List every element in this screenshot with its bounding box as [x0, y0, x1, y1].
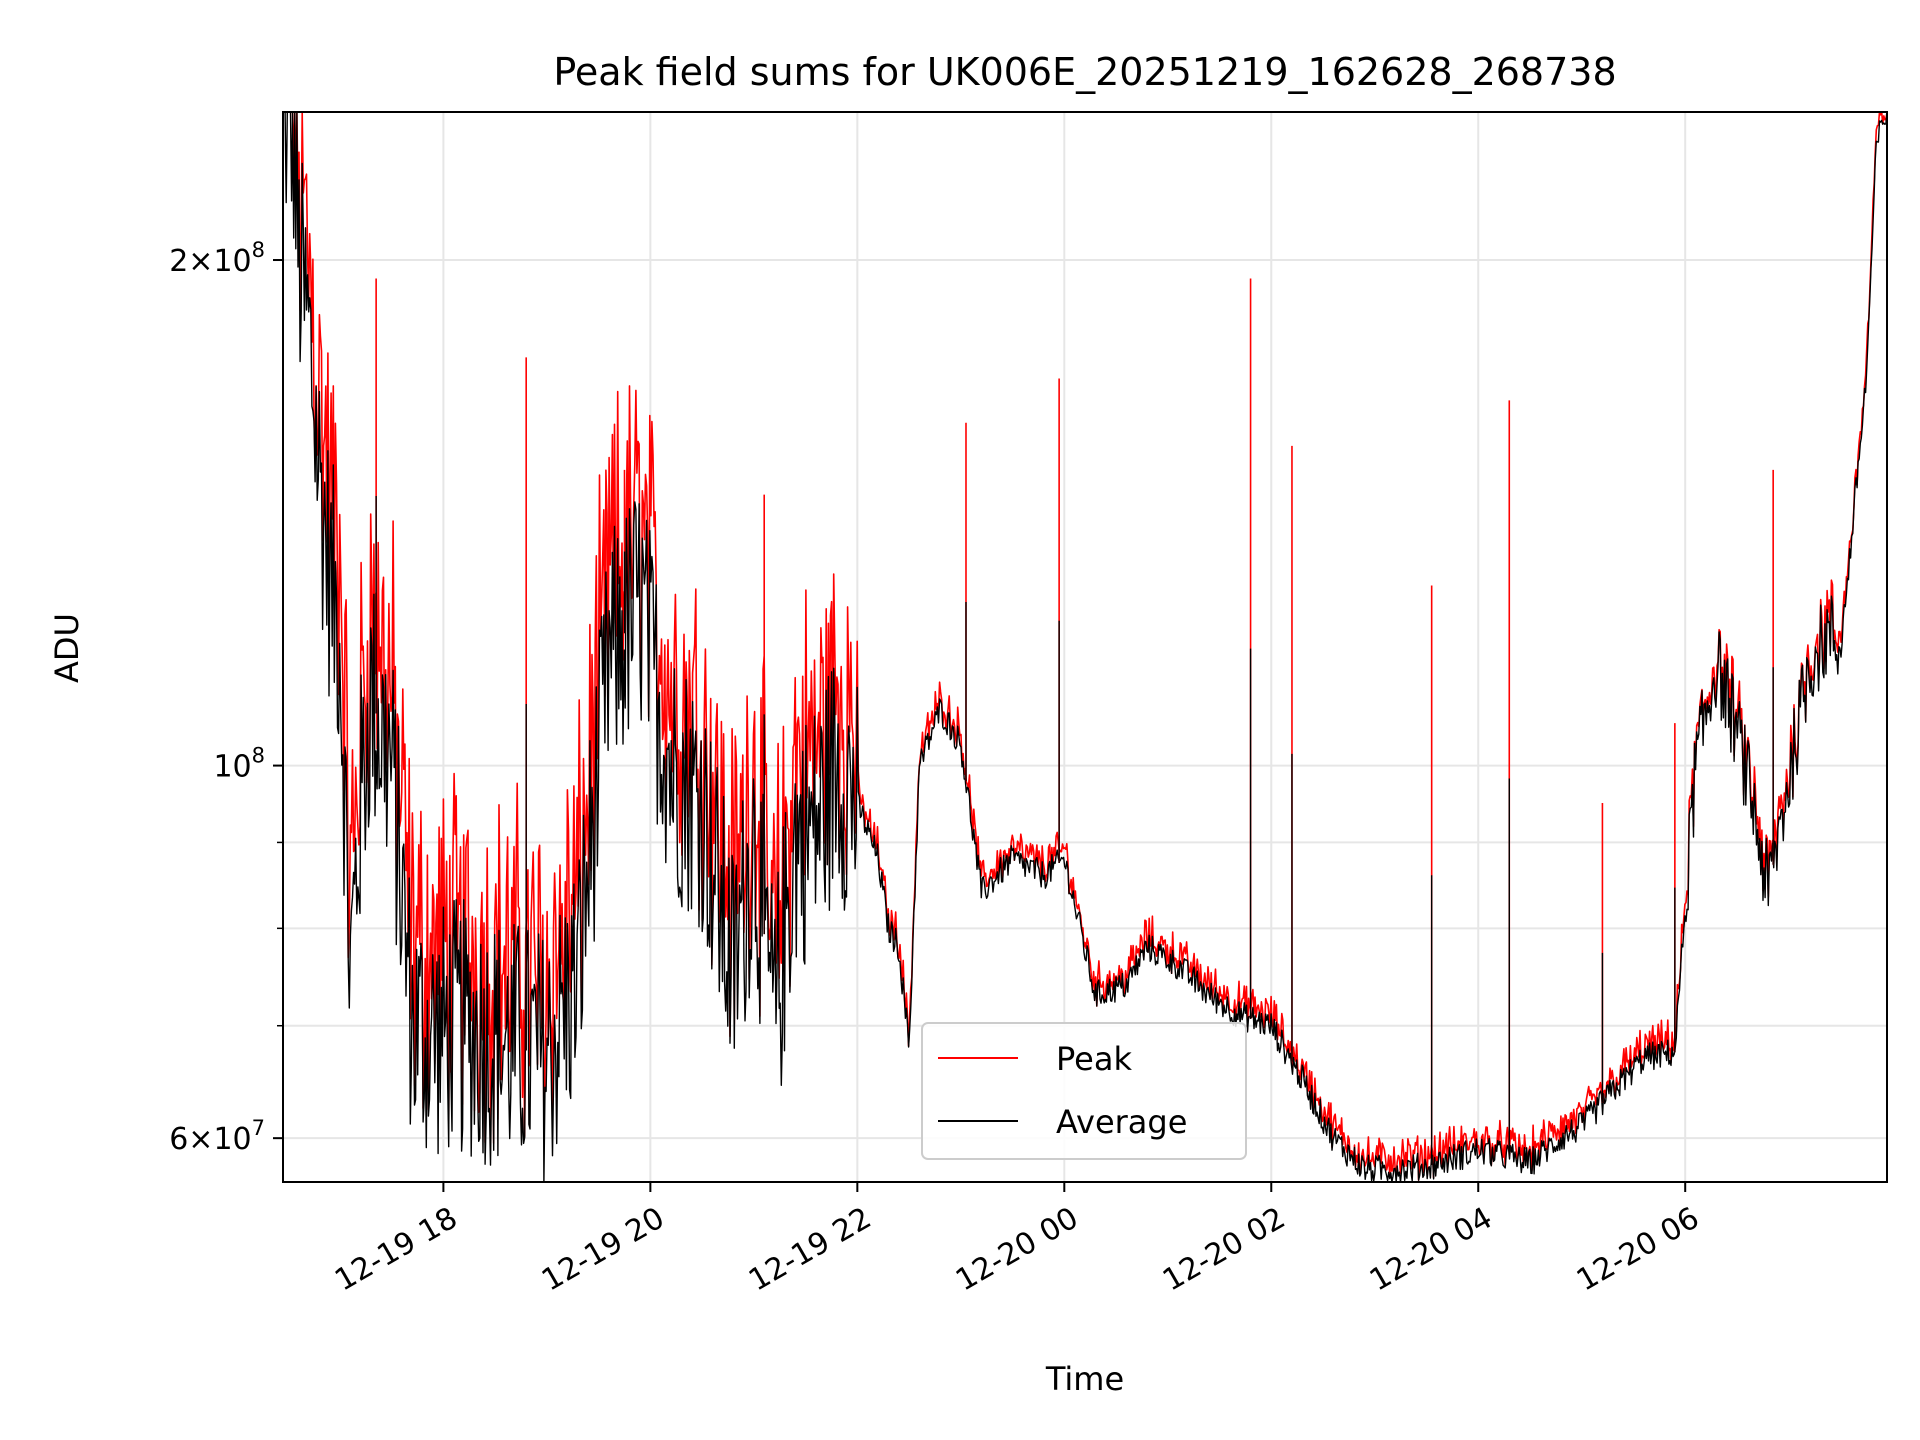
y-tick-label: 108: [213, 744, 265, 785]
legend-peak-label: Peak: [1056, 1040, 1132, 1078]
legend: Peak Average: [921, 1022, 1247, 1160]
chart-title: Peak field sums for UK006E_20251219_1626…: [553, 50, 1616, 94]
legend-average-label: Average: [1056, 1103, 1187, 1141]
y-tick-layer: 2×108 108 6×107: [169, 238, 283, 1157]
x-axis-label: Time: [1045, 1360, 1124, 1398]
series-layer: [283, 112, 1887, 1182]
y-axis-label: ADU: [48, 613, 86, 683]
average-series-line: [283, 112, 1887, 1182]
y-tick-label: 2×108: [169, 238, 265, 279]
plot-frame: [282, 111, 1888, 1183]
y-tick-label: 6×107: [169, 1116, 265, 1157]
